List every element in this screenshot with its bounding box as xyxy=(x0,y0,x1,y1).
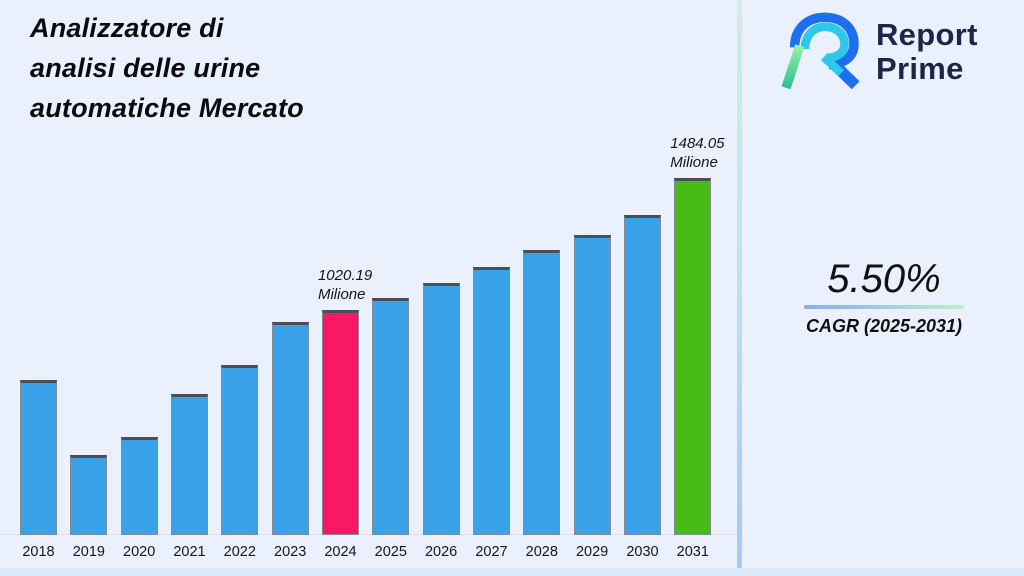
x-tick-2018: 2018 xyxy=(22,544,55,560)
brand-name-line-1: Report xyxy=(876,17,978,52)
bottom-strip xyxy=(0,568,1024,576)
bar-2029 xyxy=(573,235,611,535)
bar-2028 xyxy=(523,250,561,535)
bar-2019 xyxy=(70,455,108,535)
cagr-block: 5.50% CAGR (2025-2031) xyxy=(798,256,970,337)
brand: Report Prime xyxy=(780,6,978,94)
value-annotation-2031: 1484.05 Milione xyxy=(670,135,725,171)
brand-name-line-2: Prime xyxy=(876,51,964,86)
title-line-2: analisi delle urine xyxy=(30,53,261,83)
x-tick-2020: 2020 xyxy=(123,544,156,560)
cagr-label: CAGR (2025-2031) xyxy=(805,316,963,336)
x-tick-2030: 2030 xyxy=(626,544,659,560)
bar-2023 xyxy=(271,322,309,535)
x-tick-2019: 2019 xyxy=(72,544,105,560)
bar-2021 xyxy=(170,394,208,535)
x-tick-2028: 2028 xyxy=(525,544,558,560)
bar-2027 xyxy=(472,267,510,535)
cagr-value: 5.50% xyxy=(827,257,941,301)
bar-2022 xyxy=(221,365,259,535)
title-line-1: Analizzatore di xyxy=(30,13,224,43)
x-tick-2021: 2021 xyxy=(173,544,206,560)
x-tick-2025: 2025 xyxy=(374,544,407,560)
cagr-underline xyxy=(804,305,964,309)
x-tick-2031: 2031 xyxy=(676,544,709,560)
x-tick-2024: 2024 xyxy=(324,544,357,560)
x-tick-2027: 2027 xyxy=(475,544,508,560)
chart-baseline xyxy=(0,534,737,535)
bar-2026 xyxy=(422,283,460,535)
bar-2031 xyxy=(674,178,712,535)
page-title: Analizzatore di analisi delle urine auto… xyxy=(30,8,304,128)
x-tick-2029: 2029 xyxy=(575,544,609,560)
x-tick-2022: 2022 xyxy=(223,544,256,560)
bar-chart: 2018 2019 2020 2021 2022 2023 2024 2025 2026 2027… xyxy=(0,135,737,560)
bar-2030 xyxy=(623,215,661,535)
brand-name: Report Prime xyxy=(876,18,978,86)
value-annotation-2024: 1020.19 Milione xyxy=(317,267,373,303)
x-tick-2026: 2026 xyxy=(424,544,458,560)
bar-2018 xyxy=(20,380,57,535)
title-line-3: automatiche Mercato xyxy=(30,93,304,123)
bar-2025 xyxy=(372,298,410,535)
vertical-divider xyxy=(737,0,742,576)
report-prime-logo-icon xyxy=(781,12,860,90)
bar-2020 xyxy=(120,437,158,535)
x-tick-2023: 2023 xyxy=(274,544,307,560)
bar-2024 xyxy=(321,310,359,535)
